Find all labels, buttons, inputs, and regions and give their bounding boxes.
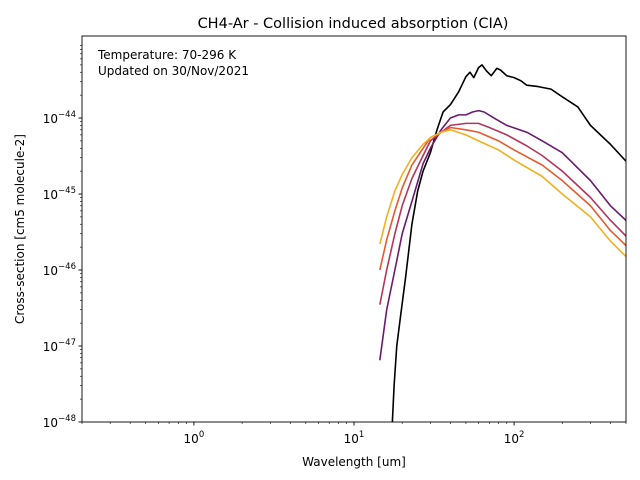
plot-frame [81, 35, 627, 423]
y-tick-label: 10−47 [43, 338, 76, 354]
series-line-0 [391, 64, 626, 422]
y-axis-label: Cross-section [cm5 molecule-2] [13, 134, 27, 324]
series-line-1 [379, 109, 626, 361]
series-layer [379, 64, 626, 422]
x-tick-label: 102 [504, 430, 525, 446]
x-axis: 100 101 102 [81, 422, 627, 446]
annotation-updated: Updated on 30/Nov/2021 [98, 64, 249, 78]
series-line-2 [379, 122, 626, 305]
y-tick-label: 10−45 [43, 186, 76, 202]
x-tick-label: 100 [184, 430, 205, 446]
y-tick-label: 10−46 [43, 262, 76, 278]
series-line-4 [379, 128, 626, 258]
chart-title: CH4-Ar - Collision induced absorption (C… [198, 16, 509, 32]
y-tick-label: 10−48 [43, 414, 76, 430]
y-axis: 10−48 10−47 10−46 10−45 10−44 [43, 45, 82, 430]
x-tick-label: 101 [344, 430, 365, 446]
series-line-3 [379, 126, 626, 271]
annotation-temperature: Temperature: 70-296 K [97, 48, 237, 62]
x-axis-label: Wavelength [um] [302, 455, 406, 469]
y-tick-label: 10−44 [43, 110, 76, 126]
